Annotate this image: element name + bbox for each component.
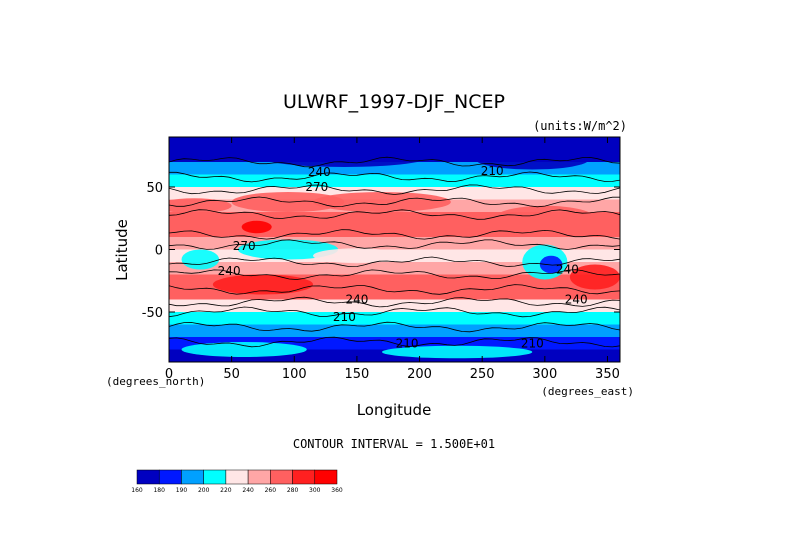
lat-band — [169, 262, 620, 275]
colorbar-label: 280 — [287, 487, 299, 494]
x-unit-note: (degrees_east) — [541, 385, 634, 398]
lat-band — [169, 324, 620, 337]
x-tick-label: 0 — [165, 367, 173, 382]
units-note: (units:W/m^2) — [533, 119, 627, 133]
contour-label: 240 — [218, 264, 241, 278]
contour-line — [169, 156, 620, 168]
colorbar-label: 260 — [265, 487, 277, 494]
colorbar-label: 220 — [220, 487, 232, 494]
colorbar-label: 190 — [176, 487, 188, 494]
y-tick-label: 50 — [146, 181, 163, 196]
contour-line — [169, 229, 620, 240]
colorbar-swatch — [136, 469, 160, 485]
lat-band — [169, 224, 620, 237]
colorbar: 160 180 190 200 220 240 260 280 300 360 — [131, 469, 343, 494]
contour-label: 240 — [308, 165, 331, 179]
colorbar-label: 160 — [131, 487, 143, 494]
contour-interval-note: CONTOUR INTERVAL = 1.500E+01 — [293, 437, 495, 451]
y-tick-label: 0 — [155, 244, 163, 259]
colorbar-label: 360 — [331, 487, 343, 494]
colorbar-label: 180 — [153, 487, 165, 494]
contour-label: 240 — [556, 263, 579, 277]
field-feature — [313, 192, 451, 212]
field-feature — [425, 217, 489, 232]
contour-line — [169, 209, 620, 220]
y-unit-note: (degrees_north) — [106, 375, 205, 388]
contour-line — [169, 239, 620, 250]
heatmap-field — [169, 137, 620, 362]
x-tick-label: 150 — [345, 367, 370, 382]
colorbar-swatch — [203, 469, 227, 485]
x-axis-label: Longitude — [357, 401, 432, 419]
y-axis-ticks: 50 0 -50 — [142, 181, 620, 321]
contour-line — [169, 306, 620, 318]
field-feature — [212, 274, 314, 295]
contour-lines — [169, 156, 620, 348]
contour-label: 210 — [521, 336, 544, 350]
contour-line — [169, 269, 620, 280]
field-feature — [241, 220, 272, 234]
x-tick-label: 100 — [282, 367, 307, 382]
x-tick-label: 50 — [223, 367, 240, 382]
contour-line — [169, 284, 620, 295]
contour-line — [169, 336, 620, 348]
contour-line — [169, 184, 620, 195]
colorbar-label: 300 — [309, 487, 321, 494]
contour-line — [169, 296, 620, 308]
field-feature — [475, 149, 589, 170]
contour-label: 210 — [396, 336, 419, 350]
field-feature — [181, 249, 220, 270]
contour-label: 210 — [481, 164, 504, 178]
x-tick-label: 300 — [532, 367, 557, 382]
contour-line — [169, 256, 620, 268]
colorbar-swatch — [314, 469, 338, 485]
colorbar-swatch — [181, 469, 204, 485]
colorbar-label: 200 — [198, 487, 210, 494]
contour-line — [169, 171, 620, 183]
contour-label: 240 — [345, 293, 368, 307]
y-axis-label: Latitude — [113, 219, 131, 281]
colorbar-swatch — [292, 469, 316, 485]
y-tick-label: -50 — [142, 306, 163, 321]
field-feature — [338, 278, 476, 296]
field-feature — [169, 198, 232, 214]
contour-label: 210 — [333, 310, 356, 324]
contour-label: 270 — [233, 239, 256, 253]
x-axis-ticks: 0 50 100 150 200 250 300 350 — [165, 137, 620, 382]
colorbar-swatch — [225, 469, 249, 485]
contour-line — [169, 196, 620, 208]
field-feature — [381, 345, 533, 359]
contour-line — [169, 321, 620, 333]
field-feature — [494, 205, 595, 231]
chart-title: ULWRF_1997-DJF_NCEP — [283, 91, 505, 113]
contour-label: 270 — [305, 180, 328, 194]
lat-band — [169, 312, 620, 325]
x-tick-label: 200 — [407, 367, 432, 382]
colorbar-swatch — [247, 469, 271, 485]
x-tick-label: 350 — [595, 367, 620, 382]
heatmap-features — [169, 144, 620, 359]
field-feature — [539, 255, 563, 274]
field-feature — [313, 248, 401, 264]
lat-band — [169, 299, 620, 312]
colorbar-swatch — [158, 469, 182, 485]
field-feature — [256, 144, 433, 167]
contour-label: 240 — [565, 293, 588, 307]
x-tick-label: 250 — [470, 367, 495, 382]
lat-band — [169, 137, 620, 150]
colorbar-swatch — [270, 469, 293, 485]
colorbar-label: 240 — [242, 487, 254, 494]
field-feature — [181, 342, 307, 357]
